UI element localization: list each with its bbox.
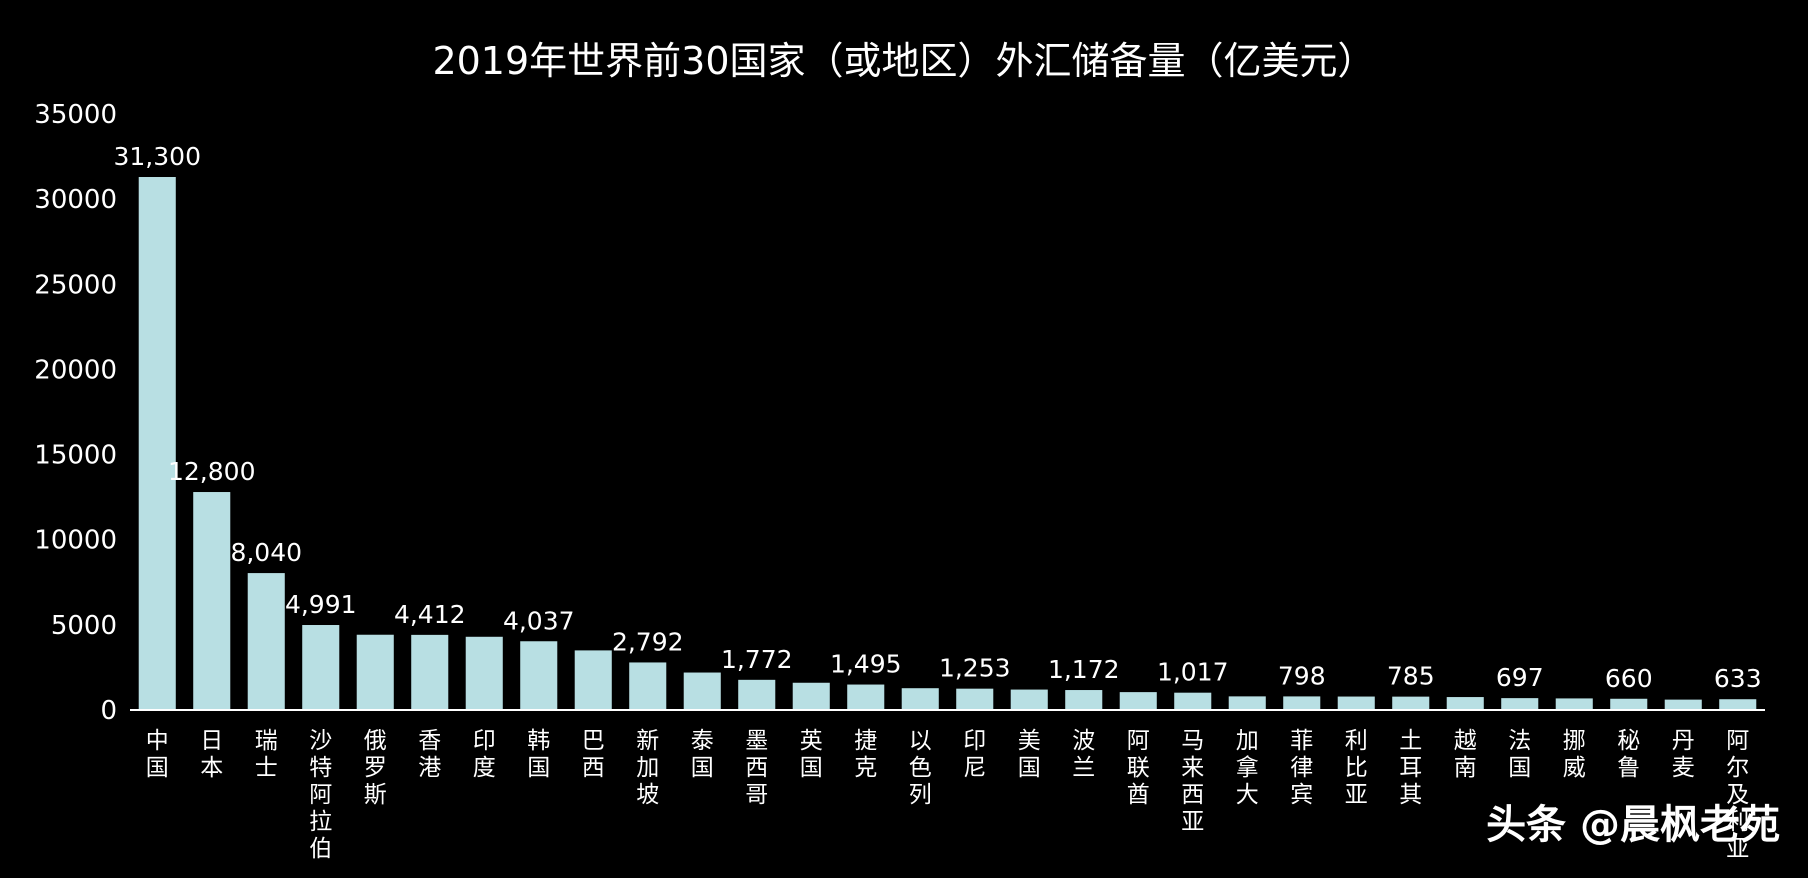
x-tick-label: 美国 bbox=[1018, 728, 1041, 781]
y-tick-label: 15000 bbox=[34, 441, 117, 471]
data-label: 785 bbox=[1387, 662, 1435, 691]
x-tick-label: 中国 bbox=[146, 728, 169, 781]
bar bbox=[1337, 696, 1375, 710]
bar bbox=[1664, 699, 1702, 710]
data-label: 4,991 bbox=[285, 590, 357, 619]
data-label: 4,037 bbox=[503, 606, 575, 635]
x-tick-label: 泰国 bbox=[691, 728, 714, 781]
x-tick-label: 韩国 bbox=[527, 728, 550, 781]
bar bbox=[247, 573, 285, 710]
bar bbox=[1719, 699, 1757, 710]
bar bbox=[738, 679, 776, 710]
y-tick-label: 0 bbox=[100, 696, 117, 726]
y-tick-label: 10000 bbox=[34, 526, 117, 556]
x-tick-label: 菲律宾 bbox=[1290, 728, 1313, 808]
watermark: 头条 @晨枫老苑 bbox=[1486, 802, 1780, 848]
bar bbox=[1174, 692, 1212, 710]
x-tick-label: 新加坡 bbox=[636, 728, 659, 808]
data-label: 4,412 bbox=[394, 600, 466, 629]
bar bbox=[792, 682, 830, 710]
y-tick-label: 20000 bbox=[34, 355, 117, 385]
x-tick-label: 捷克 bbox=[854, 728, 877, 781]
y-tick-label: 30000 bbox=[34, 185, 117, 215]
x-tick-label: 日本 bbox=[200, 728, 223, 781]
bar bbox=[193, 492, 231, 710]
x-tick-label: 瑞士 bbox=[255, 728, 278, 781]
data-label: 8,040 bbox=[230, 538, 302, 567]
x-tick-label: 阿尔及利亚 bbox=[1726, 728, 1749, 862]
bar bbox=[356, 634, 394, 710]
bar bbox=[1119, 692, 1157, 710]
bar bbox=[302, 625, 340, 710]
chart-title: 2019年世界前30国家（或地区）外汇储备量（亿美元） bbox=[432, 39, 1376, 83]
bar bbox=[1501, 698, 1539, 710]
data-label: 2,792 bbox=[612, 627, 684, 656]
bar bbox=[956, 688, 994, 710]
bar bbox=[1392, 696, 1430, 710]
data-label: 1,495 bbox=[830, 650, 902, 679]
bar bbox=[411, 634, 449, 710]
bar bbox=[1065, 690, 1103, 710]
bar bbox=[465, 636, 503, 710]
x-tick-label: 挪威 bbox=[1563, 728, 1586, 781]
x-tick-label: 香港 bbox=[418, 728, 441, 781]
x-tick-label: 加拿大 bbox=[1236, 728, 1259, 808]
bar bbox=[1010, 689, 1048, 710]
data-label: 1,253 bbox=[939, 654, 1011, 683]
bar bbox=[1228, 696, 1266, 710]
x-tick-label: 马来西亚 bbox=[1181, 728, 1204, 835]
bar bbox=[138, 177, 176, 710]
data-label: 1,172 bbox=[1048, 655, 1120, 684]
bar bbox=[901, 688, 939, 710]
bar bbox=[1283, 696, 1321, 710]
data-label: 660 bbox=[1605, 664, 1653, 693]
data-label: 798 bbox=[1278, 661, 1326, 690]
x-tick-label: 巴西 bbox=[582, 728, 605, 781]
x-tick-label: 印尼 bbox=[963, 728, 986, 781]
x-tick-label: 丹麦 bbox=[1672, 728, 1695, 781]
x-tick-label: 利比亚 bbox=[1345, 728, 1368, 808]
bar bbox=[1610, 698, 1648, 710]
x-tick-label: 波兰 bbox=[1072, 728, 1095, 781]
bar bbox=[1555, 698, 1593, 710]
x-tick-label: 秘鲁 bbox=[1617, 728, 1640, 781]
bar bbox=[683, 672, 721, 710]
y-tick-label: 5000 bbox=[51, 611, 117, 641]
x-tick-label: 英国 bbox=[800, 728, 823, 781]
bar bbox=[629, 662, 667, 710]
x-tick-label: 法国 bbox=[1508, 728, 1531, 781]
data-label: 1,772 bbox=[721, 645, 793, 674]
x-tick-label: 俄罗斯 bbox=[364, 728, 387, 808]
data-label: 1,017 bbox=[1157, 658, 1229, 687]
data-label: 12,800 bbox=[168, 457, 255, 486]
bar bbox=[520, 641, 558, 710]
bar bbox=[574, 650, 612, 710]
x-tick-label: 越南 bbox=[1454, 728, 1477, 781]
x-tick-label: 以色列 bbox=[909, 728, 932, 808]
x-tick-label: 土耳其 bbox=[1399, 728, 1422, 808]
bar bbox=[1446, 697, 1484, 710]
y-tick-label: 25000 bbox=[34, 270, 117, 300]
x-tick-label: 墨西哥 bbox=[745, 728, 768, 808]
x-tick-label: 印度 bbox=[473, 728, 496, 781]
x-tick-label: 沙特阿拉伯 bbox=[309, 728, 332, 862]
data-label: 31,300 bbox=[114, 142, 201, 171]
data-label: 697 bbox=[1496, 663, 1544, 692]
bar bbox=[847, 684, 885, 710]
x-tick-label: 阿联酋 bbox=[1127, 728, 1150, 808]
y-tick-label: 35000 bbox=[34, 100, 117, 130]
data-label: 633 bbox=[1714, 664, 1762, 693]
